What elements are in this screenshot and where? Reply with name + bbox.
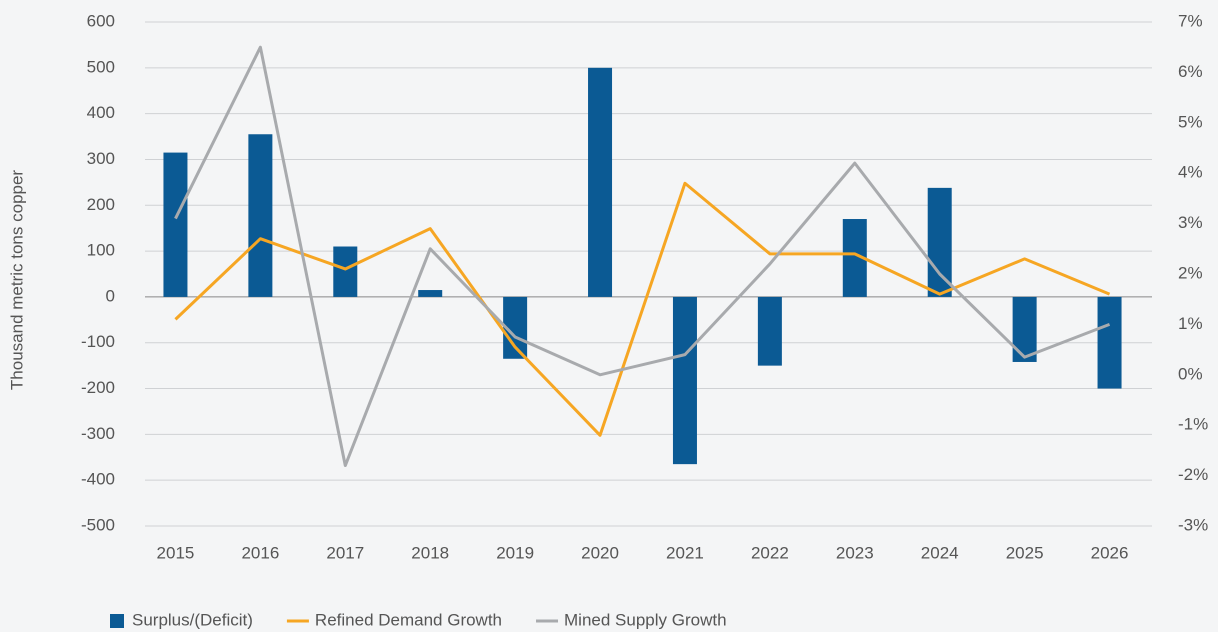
- bar: [333, 246, 358, 297]
- bar: [248, 134, 273, 297]
- x-tick-label: 2022: [751, 543, 789, 562]
- legend-label: Surplus/(Deficit): [132, 610, 253, 629]
- x-tick-label: 2015: [157, 543, 195, 562]
- y2-tick-label: 0%: [1178, 364, 1203, 383]
- x-tick-label: 2024: [921, 543, 959, 562]
- y2-tick-label: 3%: [1178, 213, 1203, 232]
- y-tick-label: 500: [87, 57, 115, 76]
- y-tick-label: -100: [81, 332, 115, 351]
- y2-tick-label: 6%: [1178, 62, 1203, 81]
- y-tick-label: -400: [81, 470, 115, 489]
- y-tick-label: 100: [87, 241, 115, 260]
- y-tick-label: -200: [81, 378, 115, 397]
- x-tick-label: 2019: [496, 543, 534, 562]
- legend-swatch: [110, 614, 124, 628]
- legend-label: Mined Supply Growth: [564, 610, 727, 629]
- y2-tick-label: 4%: [1178, 163, 1203, 182]
- x-tick-label: 2017: [326, 543, 364, 562]
- y-tick-label: -300: [81, 424, 115, 443]
- x-tick-label: 2020: [581, 543, 619, 562]
- y2-tick-label: 2%: [1178, 263, 1203, 282]
- x-tick-label: 2018: [411, 543, 449, 562]
- y-tick-label: 200: [87, 195, 115, 214]
- bar: [757, 296, 782, 366]
- y-tick-label: 300: [87, 149, 115, 168]
- bar: [1097, 296, 1122, 389]
- y2-tick-label: -2%: [1178, 465, 1208, 484]
- y-axis-label: Thousand metric tons copper: [7, 170, 26, 391]
- y2-tick-label: 7%: [1178, 11, 1203, 30]
- x-tick-label: 2026: [1091, 543, 1129, 562]
- bar: [927, 187, 952, 297]
- y-tick-label: 400: [87, 103, 115, 122]
- bar: [163, 152, 188, 297]
- line: [174, 181, 1111, 437]
- x-tick-label: 2021: [666, 543, 704, 562]
- legend-label: Refined Demand Growth: [315, 610, 502, 629]
- y2-tick-label: 5%: [1178, 112, 1203, 131]
- y2-tick-label: 1%: [1178, 314, 1203, 333]
- y-tick-label: -500: [81, 515, 115, 534]
- bar: [418, 290, 443, 297]
- x-tick-label: 2025: [1006, 543, 1044, 562]
- bar: [588, 67, 613, 297]
- y-tick-label: 0: [106, 286, 115, 305]
- bar: [1012, 296, 1037, 362]
- x-tick-label: 2016: [241, 543, 279, 562]
- y2-tick-label: -1%: [1178, 415, 1208, 434]
- x-tick-label: 2023: [836, 543, 874, 562]
- y2-tick-label: -3%: [1178, 515, 1208, 534]
- line: [174, 45, 1111, 468]
- bar: [672, 296, 697, 465]
- y-tick-label: 600: [87, 11, 115, 30]
